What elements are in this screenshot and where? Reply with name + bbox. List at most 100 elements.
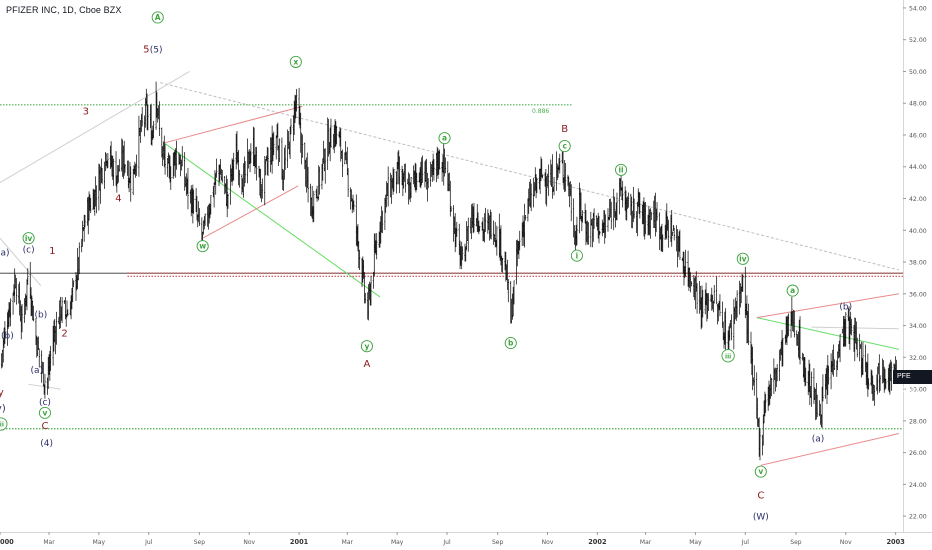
wave-label: (b) (839, 303, 852, 313)
wave-label: C (757, 491, 764, 502)
x-tick-label: Mar (640, 539, 652, 546)
wave-label: iii (725, 353, 731, 360)
y-tick-label: 44.00 (909, 164, 927, 171)
trendline (160, 82, 900, 271)
candles (0, 81, 898, 461)
wave-label: y (364, 342, 369, 351)
wave-label-circle (438, 132, 451, 145)
wave-label: ii (618, 165, 623, 174)
x-tick-label: Jul (442, 539, 451, 546)
x-tick-label: Mar (43, 539, 55, 546)
y-tick-label: 52.00 (909, 37, 927, 44)
x-tick-label: Sep (790, 539, 802, 546)
wave-label-circle (721, 349, 735, 363)
y-tick-label: 36.00 (909, 291, 927, 298)
wave-label-circle (736, 252, 749, 265)
wave-label: y (0, 387, 4, 398)
trendline (164, 105, 303, 144)
fib-level-label: 0.886 (532, 108, 549, 115)
y-tick-label: 26.00 (909, 450, 927, 457)
trendline (163, 142, 381, 298)
x-tick-label: 2002 (588, 538, 607, 546)
y-tick-label: 50.00 (909, 69, 927, 76)
wave-label: C (41, 421, 48, 432)
y-tick-label: 34.00 (909, 323, 927, 330)
price-tag-symbol: PFE (897, 373, 911, 380)
wave-label: (a) (0, 249, 10, 259)
wave-label: y) (0, 403, 6, 414)
y-tick-label: 38.00 (909, 260, 927, 267)
y-tick-label: 30.00 (909, 387, 927, 394)
wave-label: (c) (23, 246, 35, 256)
x-tick-label: Sep (194, 539, 206, 546)
wave-label-circle (360, 340, 373, 353)
wave-label-circle (289, 55, 302, 68)
wave-label: iv (739, 254, 747, 263)
wave-label: B (561, 124, 568, 135)
x-tick-label: May (93, 539, 106, 546)
x-tick-label: Nov (840, 539, 852, 546)
wave-label-circle (504, 336, 517, 350)
wave-label: iv (25, 234, 33, 243)
trendline (756, 293, 899, 319)
y-tick-label: 24.00 (909, 482, 927, 489)
x-tick-label: 2003 (886, 538, 905, 546)
wave-label: 5 (143, 44, 149, 55)
wave-label: w (199, 242, 206, 251)
last-price-tag: PFE 30.80 (893, 370, 932, 394)
wave-label-circle (558, 140, 571, 153)
wave-label: (b) (34, 311, 47, 321)
wave-label-circle (570, 249, 583, 262)
wave-label: 3 (83, 106, 89, 117)
wave-label-circle (754, 465, 767, 478)
wave-label-circle (786, 284, 799, 297)
trendline (756, 317, 900, 350)
wave-label-circle (38, 406, 51, 419)
wave-label: a (790, 286, 795, 295)
y-tick-label: 32.00 (909, 355, 927, 362)
wave-label: (W) (753, 512, 769, 522)
x-tick-label: Sep (492, 539, 504, 546)
y-tick-label: 42.00 (909, 196, 927, 203)
trendline (0, 71, 190, 184)
x-tick-label: Nov (243, 539, 255, 546)
wave-label: (a) (812, 434, 825, 444)
x-tick-label: 2001 (290, 538, 309, 546)
wave-label: iii (0, 422, 4, 429)
y-tick-label: 28.00 (909, 418, 927, 425)
y-tick-label: 22.00 (909, 514, 927, 521)
x-tick-label: May (689, 539, 702, 546)
wave-label: v (43, 408, 48, 417)
trendline (811, 326, 899, 330)
y-tick-label: 54.00 (909, 5, 927, 12)
wave-label: 4 (115, 194, 121, 205)
x-tick-label: 000 (0, 538, 14, 546)
wave-label: (c) (39, 398, 51, 408)
wave-label: (5) (150, 45, 163, 55)
x-tick-label: Jul (741, 539, 750, 546)
wave-label: A (363, 359, 370, 370)
price-axis-panel (903, 0, 932, 550)
wave-label: (b) (1, 331, 14, 341)
wave-label-circle (22, 232, 35, 245)
wave-label: i (576, 251, 579, 260)
x-tick-label: Jul (144, 539, 153, 546)
wave-label: 1 (49, 246, 55, 257)
wave-label: (a) (31, 366, 44, 376)
trendline (202, 185, 299, 239)
wave-label: (4) (40, 439, 53, 449)
chart-title: PFIZER INC, 1D, Cboe BZX (6, 5, 122, 15)
x-tick-label: Mar (342, 539, 354, 546)
x-tick-label: May (391, 539, 404, 546)
wave-label-circle (196, 240, 209, 253)
wave-label: b (508, 339, 514, 348)
y-tick-label: 48.00 (909, 101, 927, 108)
wave-label: v (758, 467, 763, 476)
wave-label: x (293, 58, 298, 67)
trendline (28, 383, 61, 390)
wave-label-circle (615, 163, 628, 176)
price-tag-value: 30.80 (897, 387, 915, 394)
trendline (0, 237, 42, 287)
